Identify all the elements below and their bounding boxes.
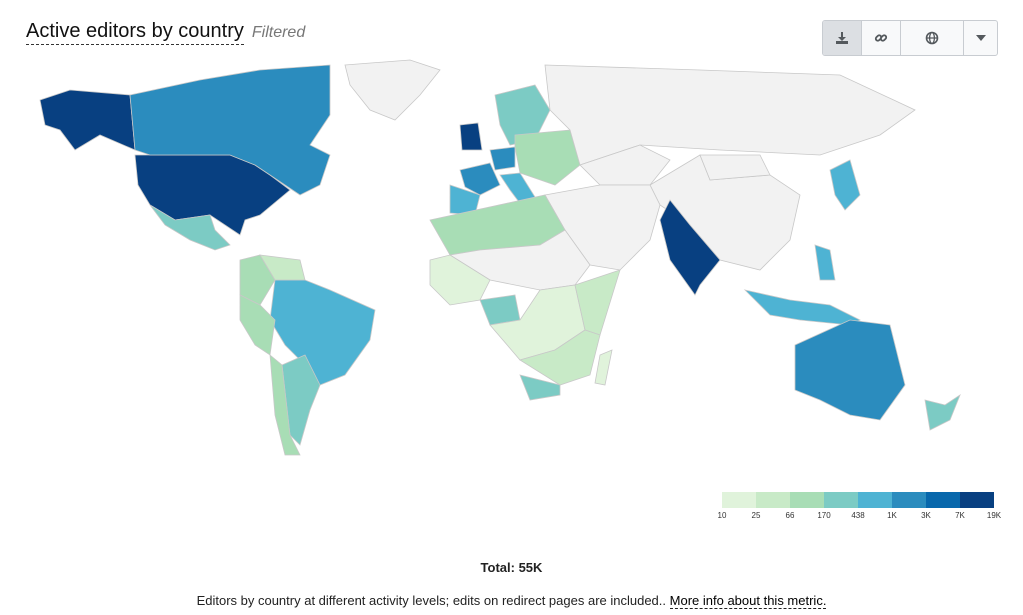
description-text: Editors by country at different activity…	[196, 593, 667, 608]
color-legend: 10 25 66 170 438 1K 3K 7K 19K	[718, 492, 1002, 525]
country-greenland[interactable]	[344, 59, 441, 121]
legend-tick-1: 25	[751, 511, 761, 520]
country-mexico[interactable]	[149, 204, 231, 251]
link-icon	[874, 34, 888, 42]
country-eastern-europe[interactable]	[514, 129, 581, 186]
country-indonesia[interactable]	[743, 289, 861, 326]
copy-link-button[interactable]	[862, 21, 901, 55]
legend-tick-0: 10	[717, 511, 727, 520]
country-peru[interactable]	[239, 294, 276, 356]
filtered-badge: Filtered	[251, 24, 306, 41]
legend-swatches	[722, 492, 994, 508]
country-russia[interactable]	[544, 64, 916, 166]
country-south-africa[interactable]	[519, 374, 561, 401]
country-kazakhstan[interactable]	[579, 144, 671, 186]
legend-tick-3: 170	[817, 511, 831, 520]
country-alaska[interactable]	[39, 89, 136, 151]
legend-tick-6: 3K	[921, 511, 931, 520]
country-nigeria[interactable]	[479, 294, 521, 326]
country-canada[interactable]	[129, 64, 331, 196]
chart-title[interactable]: Active editors by country	[26, 20, 244, 45]
country-new-zealand[interactable]	[924, 393, 961, 431]
metric-description: Editors by country at different activity…	[0, 593, 1023, 609]
legend-tick-7: 7K	[955, 511, 965, 520]
country-germany[interactable]	[489, 146, 516, 171]
legend-tick-2: 66	[785, 511, 795, 520]
legend-tick-4: 438	[851, 511, 865, 520]
chart-header: Active editors by country Filtered	[26, 20, 305, 45]
country-japan[interactable]	[829, 159, 861, 211]
legend-swatch-1	[756, 492, 790, 508]
legend-ticks: 10 25 66 170 438 1K 3K 7K 19K	[718, 511, 1002, 525]
total-count: Total: 55K	[480, 560, 543, 575]
legend-tick-8: 19K	[986, 511, 1002, 520]
country-france[interactable]	[459, 162, 501, 196]
country-philippines[interactable]	[814, 244, 836, 281]
country-australia[interactable]	[794, 319, 906, 421]
country-madagascar[interactable]	[594, 349, 613, 386]
legend-swatch-4	[858, 492, 892, 508]
world-map	[39, 59, 961, 456]
country-chile[interactable]	[269, 354, 301, 456]
country-brazil[interactable]	[269, 279, 376, 386]
country-mongolia[interactable]	[699, 154, 771, 181]
chart-type-dropdown[interactable]	[964, 21, 997, 55]
map-view-button[interactable]	[901, 21, 964, 55]
country-united-kingdom[interactable]	[459, 122, 483, 151]
country-colombia[interactable]	[239, 254, 276, 306]
legend-swatch-2	[790, 492, 824, 508]
legend-swatch-3	[824, 492, 858, 508]
legend-swatch-6	[926, 492, 960, 508]
globe-icon	[925, 31, 939, 45]
more-info-link[interactable]: More info about this metric.	[669, 593, 827, 609]
legend-swatch-7	[960, 492, 994, 508]
download-icon	[836, 32, 848, 44]
legend-tick-5: 1K	[887, 511, 897, 520]
caret-down-icon	[975, 35, 986, 41]
country-venezuela[interactable]	[259, 254, 306, 281]
legend-swatch-5	[892, 492, 926, 508]
chart-toolbar	[822, 20, 998, 56]
legend-swatch-0	[722, 492, 756, 508]
country-sahara[interactable]	[448, 229, 591, 291]
download-button[interactable]	[823, 21, 862, 55]
country-india[interactable]	[659, 199, 721, 296]
